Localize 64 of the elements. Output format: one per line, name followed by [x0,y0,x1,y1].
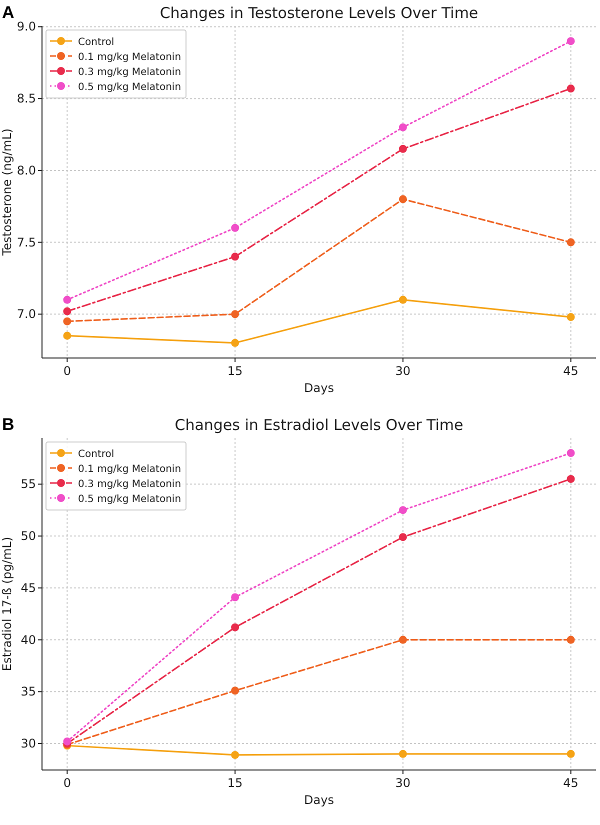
point [398,144,407,153]
point [566,313,575,322]
point [231,252,240,261]
point [63,737,72,746]
point [231,338,240,347]
x-tick-label: 0 [63,364,71,378]
y-tick-label: 30 [20,736,36,751]
y-tick-label: 7.5 [16,235,36,250]
point [398,506,407,514]
y-tick-label: 40 [20,632,36,647]
text: B [2,415,14,434]
point [63,296,72,304]
point [231,623,240,632]
y-tick-label: 8.5 [16,92,36,106]
legend-label: 0.1 mg/kg Melatonin [78,464,182,475]
point [231,750,240,759]
legend-label: 0.5 mg/kg Melatonin [78,494,182,505]
legend-label: 0.1 mg/kg Melatonin [78,52,182,63]
y-tick-label: 8.0 [16,163,36,178]
legend-label: Control [78,37,114,48]
text: A [2,3,14,22]
point [63,317,72,326]
point [231,593,240,602]
y-axis-title: Estradiol 17-ß (pg/mL) [0,536,14,672]
point [63,307,72,316]
x-tick-label: 30 [395,364,411,378]
y-tick-label: 9.0 [16,20,36,34]
legend-label: Control [78,449,114,460]
x-axis-title: Days [304,793,334,807]
point [566,84,575,93]
x-tick-label: 0 [63,776,71,790]
point [398,533,407,542]
point [566,750,575,758]
point [398,195,407,204]
legend-label: 0.3 mg/kg Melatonin [78,67,182,78]
x-tick-label: 15 [227,776,243,790]
x-tick-label: 45 [563,776,578,790]
point [231,224,240,232]
y-tick-label: 45 [20,580,36,595]
point [398,750,407,758]
x-tick-label: 45 [563,364,578,378]
point [231,310,240,318]
point [398,636,407,644]
point [398,296,407,304]
point [231,686,240,695]
x-tick-label: 30 [395,776,411,790]
y-tick-label: 55 [20,477,36,492]
y-tick-label: 7.0 [16,307,36,322]
point [566,449,575,458]
y-tick-label: 50 [20,529,36,544]
x-axis-title: Days [304,381,334,395]
legend-label: 0.3 mg/kg Melatonin [78,479,182,490]
chart-title: Changes in Testosterone Levels Over Time [160,4,478,22]
point [566,474,575,483]
point [566,636,575,644]
point [398,123,407,132]
y-axis-title: Testosterone (ng/mL) [0,128,14,257]
point [63,332,72,340]
point [566,238,575,246]
point [566,37,575,46]
x-tick-label: 15 [227,364,243,378]
legend-label: 0.5 mg/kg Melatonin [78,82,182,93]
y-tick-label: 35 [20,684,36,699]
chart-title: Changes in Estradiol Levels Over Time [174,416,464,434]
